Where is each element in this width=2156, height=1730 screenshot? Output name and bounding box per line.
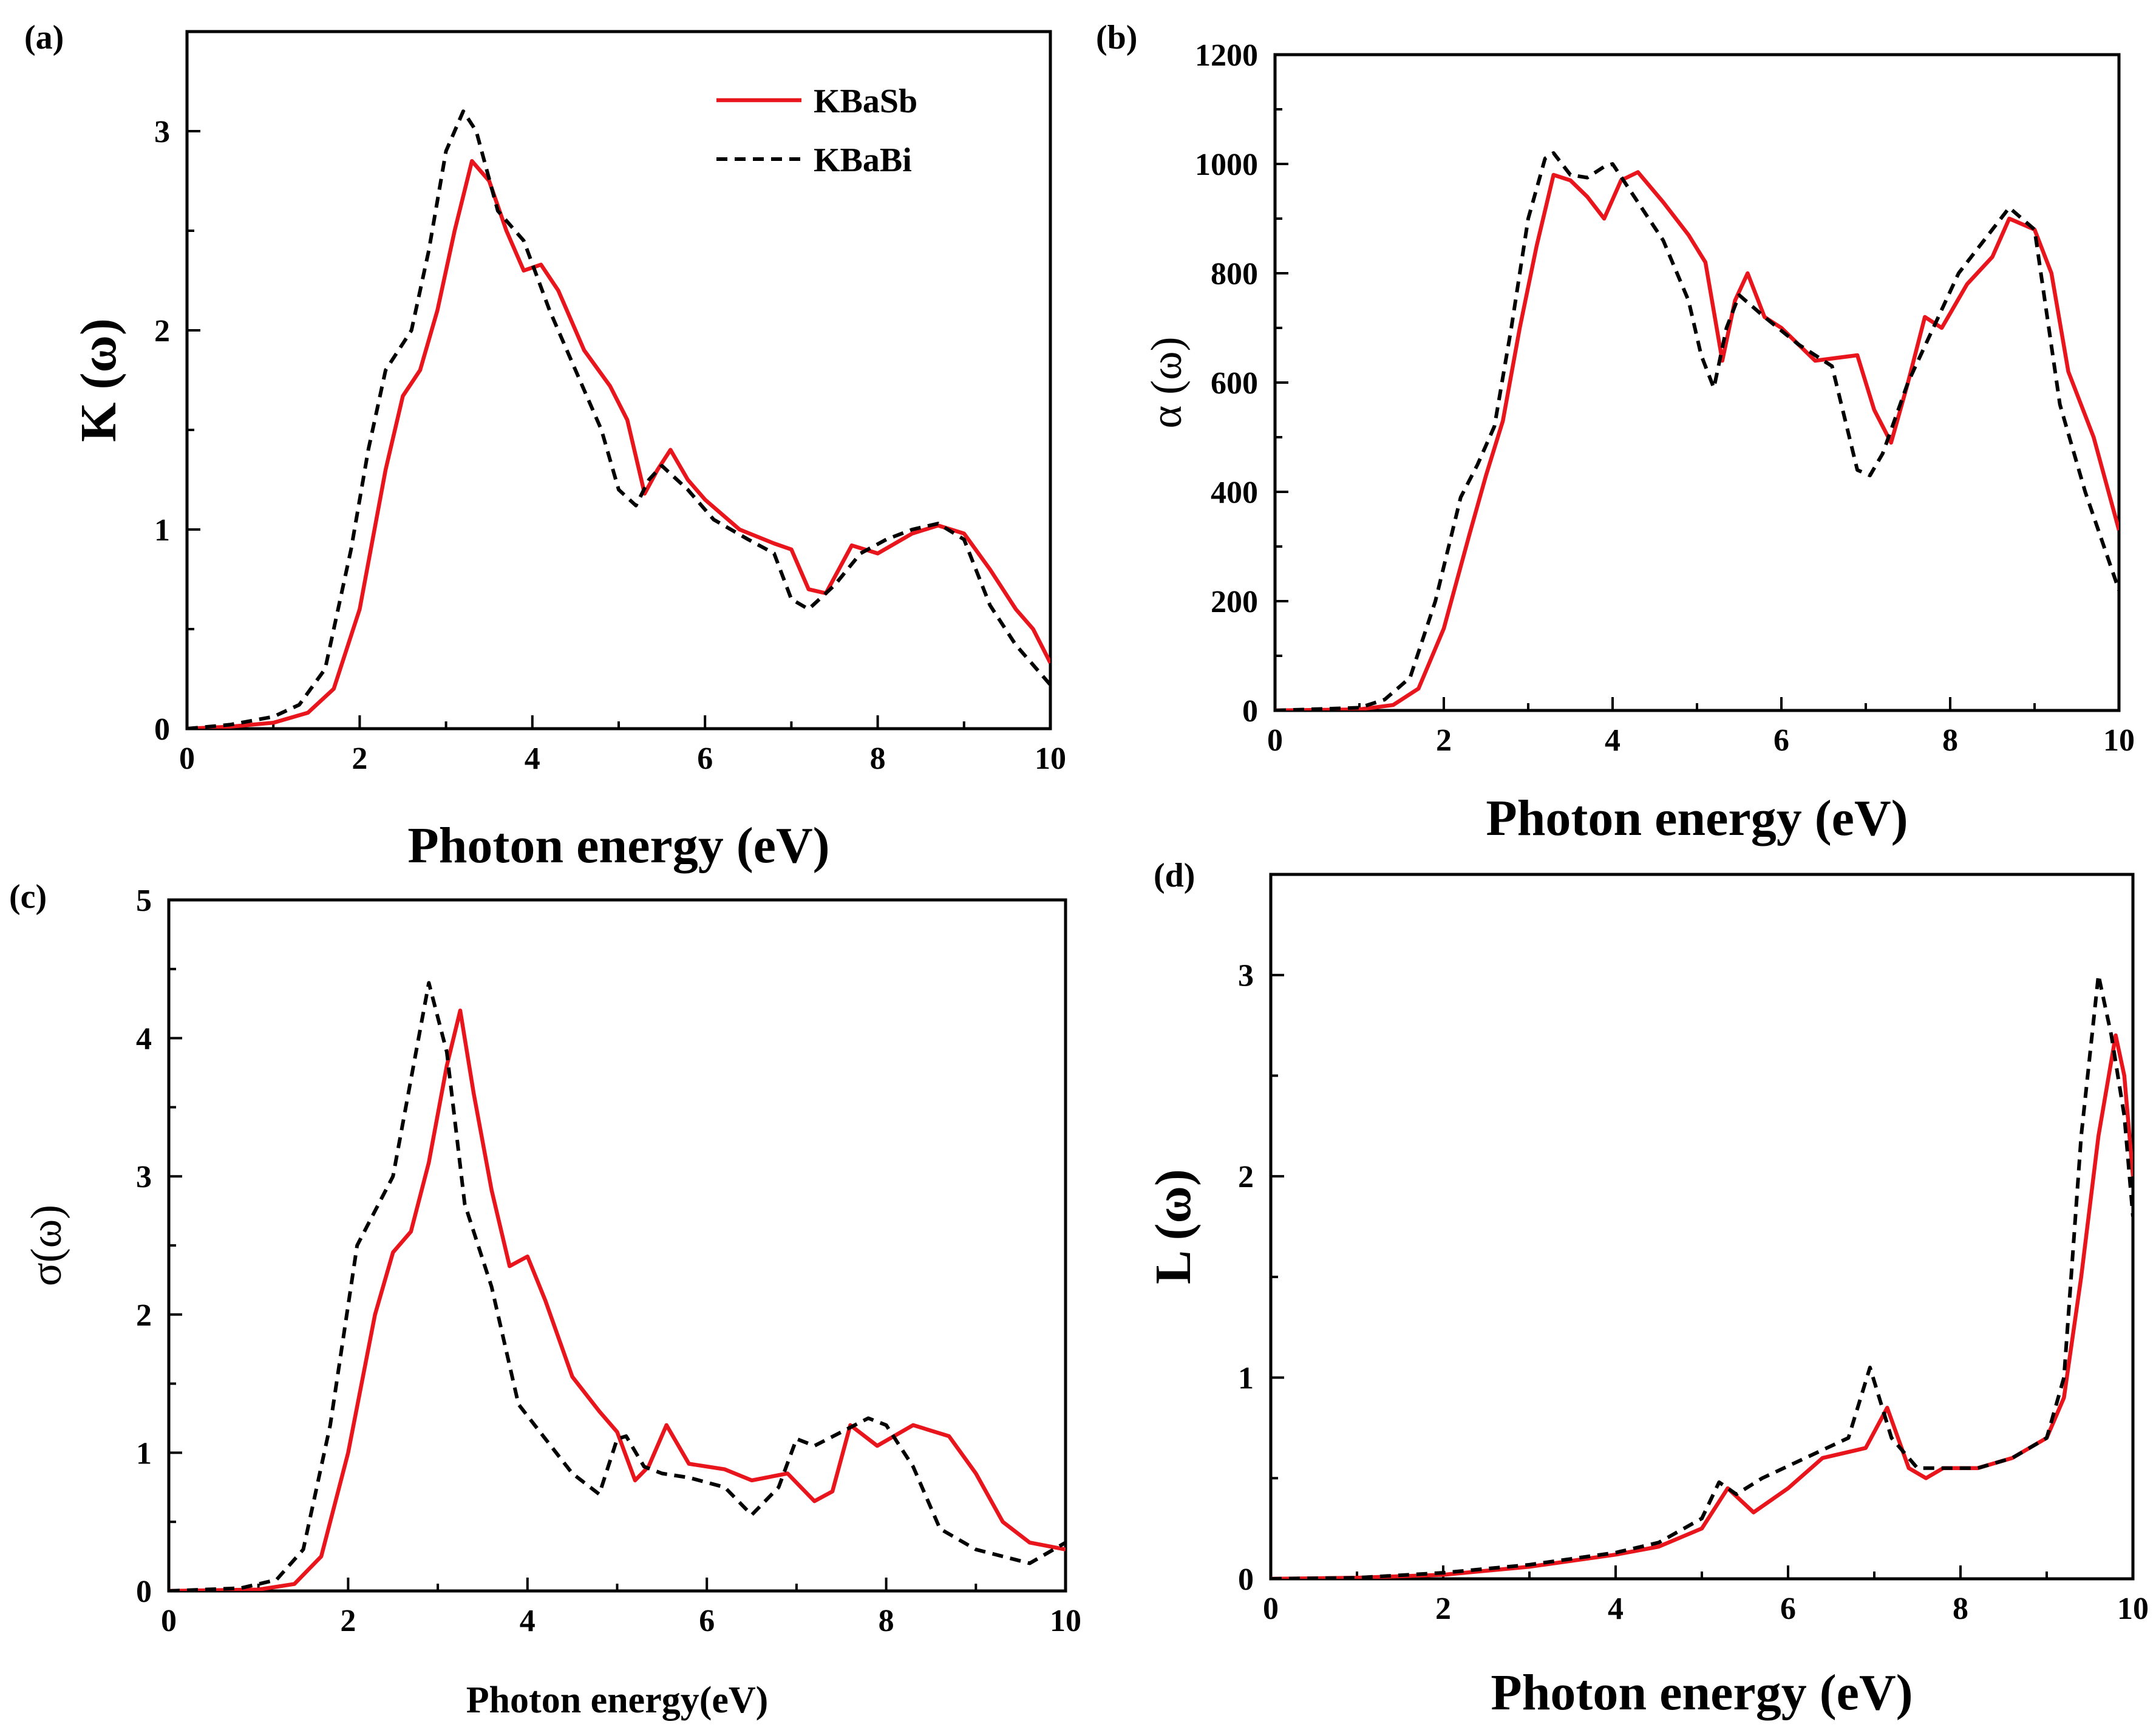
x-tick-label: 0 bbox=[161, 1604, 177, 1638]
x-tick-label: 10 bbox=[1050, 1604, 1081, 1638]
y-tick-label: 0 bbox=[154, 712, 170, 747]
panel-a: 0 2 4 6 8 10 0 1 2 3 Photon energy (eV) K (ω) (a) KBa… bbox=[24, 19, 1066, 874]
y-tick-label: 0 bbox=[136, 1575, 152, 1609]
y-tick-label: 2 bbox=[154, 314, 170, 349]
x-tick-label: 10 bbox=[2117, 1592, 2149, 1626]
panel-d: 0 2 4 6 8 10 0 1 2 3 Photon energy (eV) L (ω) (d) bbox=[1145, 857, 2149, 1721]
y-tick-label: 3 bbox=[1238, 959, 1254, 993]
series-line-kbabi bbox=[1271, 973, 2133, 1579]
y-tick-label: 1000 bbox=[1195, 148, 1258, 182]
series-line-kbabi bbox=[187, 109, 1050, 729]
x-tick-label: 10 bbox=[1035, 741, 1066, 776]
y-axis-label: α (ω) bbox=[1142, 336, 1191, 428]
y-tick-label: 4 bbox=[136, 1022, 152, 1057]
series-line-kbasb bbox=[1275, 170, 2119, 710]
y-tick-label: 1200 bbox=[1195, 38, 1258, 73]
series-line-kbabi bbox=[169, 981, 1066, 1591]
x-tick-label: 4 bbox=[525, 741, 540, 776]
x-tick-label: 8 bbox=[1942, 723, 1958, 758]
legend-label-kbabi: KBaBi bbox=[814, 141, 912, 179]
x-axis-label: Photon energy(eV) bbox=[466, 1680, 769, 1721]
plot-frame bbox=[1273, 53, 2121, 712]
x-tick-label: 6 bbox=[1773, 723, 1789, 758]
series-line-kbasb bbox=[1271, 1033, 2133, 1579]
y-tick-label: 200 bbox=[1211, 585, 1258, 619]
y-tick-label: 0 bbox=[1238, 1562, 1254, 1597]
y-tick-label: 1 bbox=[136, 1436, 152, 1471]
series-line-kbasb bbox=[187, 158, 1050, 729]
panel-letter: (b) bbox=[1096, 19, 1137, 56]
y-axis-label: σ(ω) bbox=[22, 1205, 70, 1286]
y-tick-label: 600 bbox=[1211, 366, 1258, 401]
x-axis-label: Photon energy (eV) bbox=[1491, 1664, 1913, 1721]
y-tick-label: 3 bbox=[136, 1160, 152, 1194]
series-line-kbabi bbox=[1275, 151, 2119, 710]
y-tick-label: 3 bbox=[154, 115, 170, 149]
y-tick-label: 1 bbox=[154, 513, 170, 548]
panel-letter: (a) bbox=[24, 19, 64, 56]
x-tick-label: 8 bbox=[879, 1604, 894, 1638]
x-tick-label: 10 bbox=[2103, 723, 2135, 758]
y-tick-label: 5 bbox=[136, 884, 152, 918]
x-tick-label: 2 bbox=[340, 1604, 356, 1638]
x-axis-label: Photon energy (eV) bbox=[407, 817, 829, 874]
x-tick-label: 6 bbox=[699, 1604, 715, 1638]
panel-c: 0 2 4 6 8 10 0 1 2 3 4 5 Photon energy(eV) σ(ω) (c) bbox=[9, 878, 1081, 1721]
x-tick-label: 2 bbox=[352, 741, 367, 776]
x-tick-label: 8 bbox=[1953, 1592, 1968, 1626]
x-tick-label: 0 bbox=[1263, 1592, 1279, 1626]
y-tick-label: 400 bbox=[1211, 475, 1258, 510]
y-axis-label: K (ω) bbox=[70, 318, 127, 442]
plot-frame bbox=[1269, 873, 2135, 1581]
legend-label-kbasb: KBaSb bbox=[814, 83, 917, 120]
y-tick-label: 2 bbox=[136, 1298, 152, 1333]
panel-letter: (d) bbox=[1154, 857, 1195, 894]
series-line-kbasb bbox=[169, 1008, 1066, 1591]
x-axis-label: Photon energy (eV) bbox=[1486, 790, 1908, 846]
plot-frame bbox=[185, 30, 1052, 730]
legend: KBaSb KBaBi bbox=[716, 83, 917, 179]
panel-letter: (c) bbox=[9, 878, 47, 916]
panel-b: 0 2 4 6 8 10 0 200 400 600 800 1000 1200 Photon energ… bbox=[1096, 19, 2135, 846]
x-tick-label: 4 bbox=[1605, 723, 1620, 758]
x-tick-label: 2 bbox=[1435, 1592, 1451, 1626]
x-tick-label: 0 bbox=[179, 741, 195, 776]
x-tick-label: 6 bbox=[697, 741, 713, 776]
y-tick-label: 2 bbox=[1238, 1160, 1254, 1194]
x-tick-label: 8 bbox=[870, 741, 886, 776]
y-tick-label: 0 bbox=[1242, 694, 1258, 729]
x-tick-label: 2 bbox=[1436, 723, 1452, 758]
x-tick-label: 4 bbox=[520, 1604, 536, 1638]
x-tick-label: 6 bbox=[1780, 1592, 1796, 1626]
x-tick-label: 0 bbox=[1267, 723, 1283, 758]
plot-frame bbox=[167, 898, 1067, 1593]
y-tick-label: 800 bbox=[1211, 257, 1258, 291]
x-tick-label: 4 bbox=[1608, 1592, 1624, 1626]
y-axis-label: L (ω) bbox=[1145, 1169, 1202, 1284]
y-tick-label: 1 bbox=[1238, 1361, 1254, 1396]
